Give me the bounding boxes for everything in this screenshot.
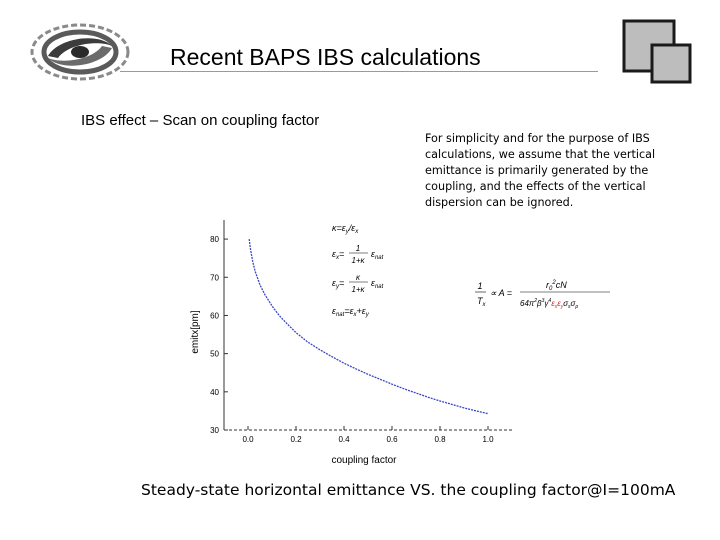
svg-text:εx=: εx=	[332, 249, 344, 261]
svg-text:εnat: εnat	[371, 278, 384, 290]
plot-frame	[223, 220, 512, 431]
y-tick-label: 80	[210, 235, 219, 244]
ex-ey-highlight: ε	[551, 299, 555, 308]
x-tick-label: 0.8	[434, 435, 446, 444]
title-underline	[120, 71, 598, 72]
x-tick-label: 0.4	[338, 435, 350, 444]
y-tick-label: 60	[210, 311, 219, 320]
series-group	[248, 239, 489, 415]
svg-text:εy=: εy=	[332, 278, 344, 290]
y-axis-label: emitx[pm]	[190, 310, 201, 354]
ex-numerator: 1	[356, 244, 360, 253]
y-tick-group: 30 40 50 60 70 80	[210, 235, 228, 435]
coupling-definitions-formula: κ=εy/εx εx= 1 1+κ εnat εy= κ 1+κ εnat εn…	[332, 223, 384, 318]
x-tick-group: 0.0 0.2 0.4 0.6 0.8 1.0	[242, 426, 494, 444]
svg-text:r02cN: r02cN	[546, 280, 567, 292]
emittance-chart: 30 40 50 60 70 80 0.0 0.2 0.4 0.6 0.8 1.0 coupling…	[190, 220, 512, 466]
ex-denominator: 1+κ	[351, 256, 365, 265]
svg-text:εnat: εnat	[371, 249, 384, 261]
assumption-note: For simplicity and for the purpose of IB…	[425, 132, 656, 209]
section-subtitle: IBS effect – Scan on coupling factor	[81, 112, 320, 129]
y-tick-label: 40	[210, 388, 219, 397]
emittance-curve	[248, 239, 489, 415]
svg-text:64π2β3γ4εxεyσsσp: 64π2β3γ4εxεyσsσp	[520, 298, 578, 310]
institute-logo-icon	[30, 23, 130, 81]
svg-text:Tx: Tx	[477, 296, 487, 308]
ey-numerator: κ	[356, 273, 361, 282]
figure-caption: Steady-state horizontal emittance VS. th…	[141, 481, 676, 499]
y-tick-label: 30	[210, 426, 219, 435]
proportional-a: ∝ A =	[490, 288, 512, 298]
y-tick-label: 50	[210, 350, 219, 359]
svg-text:1: 1	[477, 281, 482, 291]
ey-symbol: ε	[332, 278, 337, 288]
x-tick-label: 1.0	[482, 435, 494, 444]
ex-symbol: ε	[332, 249, 337, 259]
kappa-definition: κ=ε	[332, 223, 347, 233]
ey-denominator: 1+κ	[351, 285, 365, 294]
y-tick-label: 70	[210, 273, 219, 282]
x-axis-label: coupling factor	[331, 455, 397, 466]
svg-text:κ=εy/εx: κ=εy/εx	[332, 223, 359, 235]
x-tick-label: 0.6	[386, 435, 398, 444]
enat-symbol: ε	[332, 306, 337, 316]
ibs-growth-rate-formula: 1 Tx ∝ A = r02cN 64π2β3γ4εxεyσsσp	[475, 280, 610, 310]
x-tick-label: 0.0	[242, 435, 254, 444]
svg-text:εnat=εx+εy: εnat=εx+εy	[332, 306, 370, 318]
x-tick-label: 0.2	[290, 435, 302, 444]
overlapping-squares-icon	[622, 19, 692, 84]
slide-title: Recent BAPS IBS calculations	[170, 44, 481, 70]
